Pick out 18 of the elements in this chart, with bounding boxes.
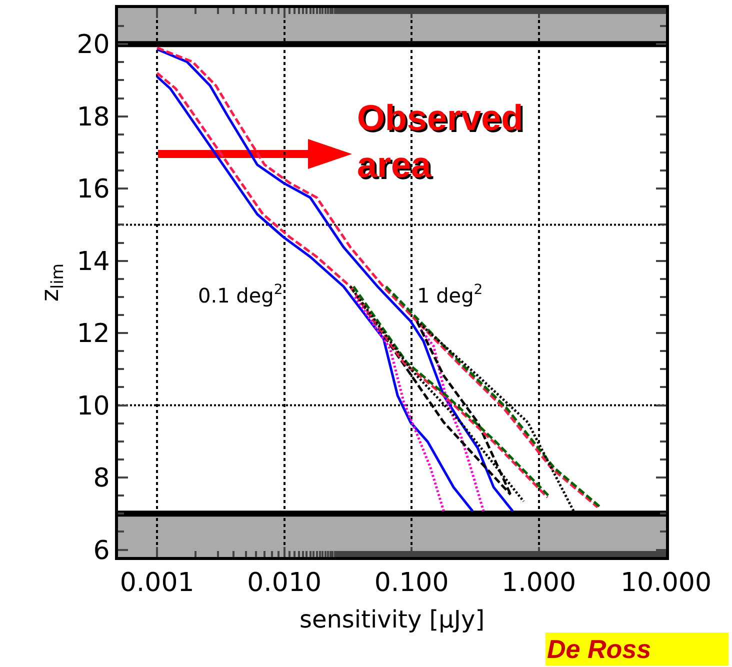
annotation: Observed area (357, 97, 524, 185)
y-tick-label: 12 (76, 319, 110, 350)
y-tick-label: 14 (76, 246, 110, 277)
x-tick-label: 0.001 (120, 568, 194, 598)
annotation: 1 deg$^{2}$ (417, 282, 483, 308)
x-tick-label: 1.000 (502, 568, 576, 598)
x-tick-label: 0.010 (247, 568, 322, 598)
x-tick-label: 10.000 (620, 568, 712, 598)
y-tick-label: 18 (76, 102, 110, 132)
annotation: 0.1 deg$^{2}$ (198, 282, 283, 308)
y-tick-label: 8 (93, 464, 110, 494)
text: De Ross (547, 634, 652, 664)
x-axis-title: sensitivity [μJy] (299, 606, 485, 634)
y-tick-label: 10 (76, 391, 110, 422)
x-tick-label: 0.100 (374, 568, 449, 598)
y-tick-label: 6 (93, 536, 110, 566)
y-tick-label: 16 (76, 174, 110, 205)
y-tick-label: 20 (76, 30, 110, 60)
